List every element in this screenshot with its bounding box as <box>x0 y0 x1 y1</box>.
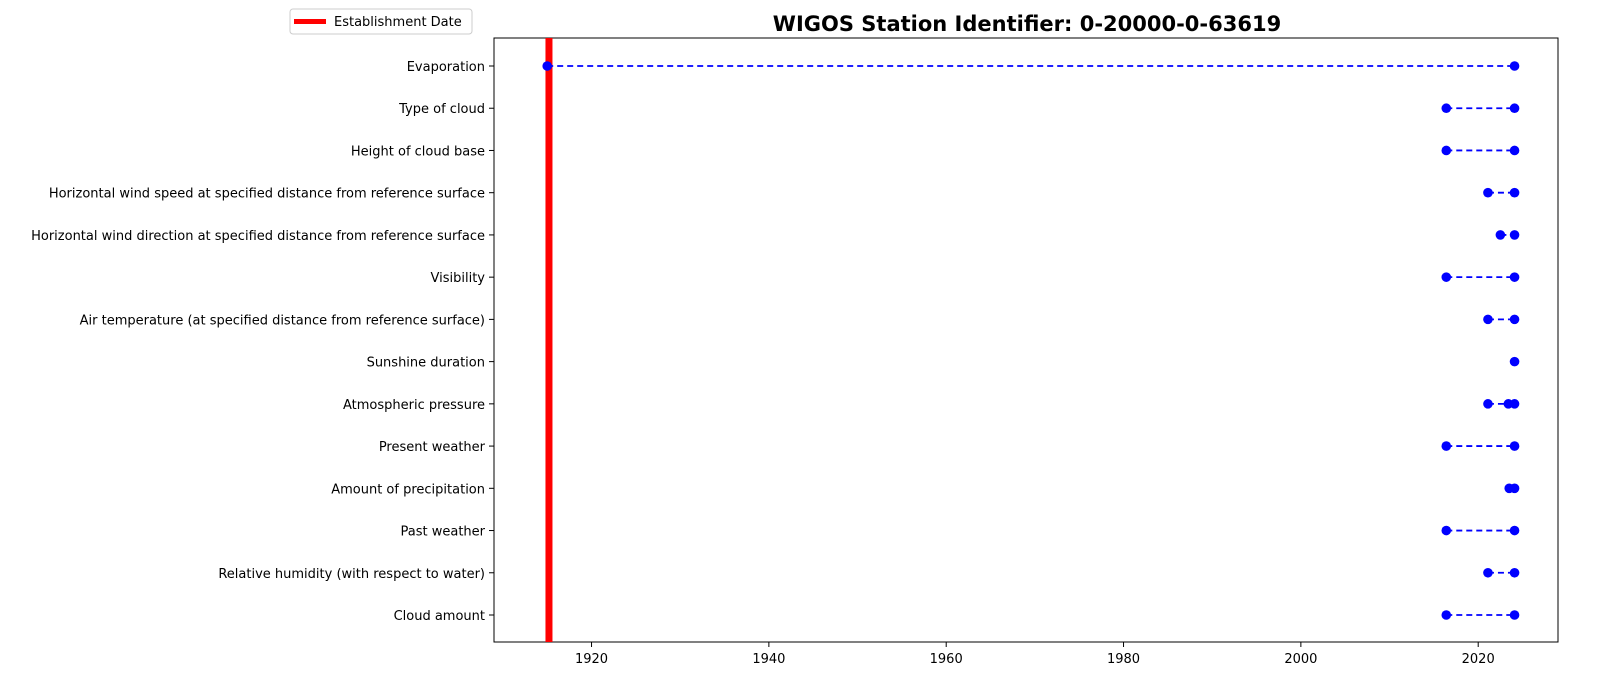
y-tick-label: Height of cloud base <box>351 144 485 159</box>
y-tick-label: Visibility <box>431 271 486 286</box>
legend-frame <box>289 8 473 35</box>
data-point <box>1441 103 1452 114</box>
y-tick-label: Present weather <box>379 440 486 455</box>
data-point <box>1509 272 1520 282</box>
chart-title: WIGOS Station Identifier: 0-20000-0-6361… <box>773 12 1281 36</box>
data-point <box>542 61 552 71</box>
y-tick-label: Relative humidity (with respect to water… <box>218 567 485 582</box>
data-point <box>1509 356 1520 367</box>
data-point <box>1483 187 1493 198</box>
data-point <box>1483 399 1493 409</box>
data-point <box>1509 314 1520 325</box>
data-point <box>1483 567 1493 578</box>
data-point <box>1441 272 1452 282</box>
y-tick-label: Evaporation <box>407 60 485 75</box>
data-point <box>1441 610 1452 620</box>
y-tick-label: Amount of precipitation <box>331 482 485 497</box>
y-tick-label: Horizontal wind direction at specified d… <box>31 229 485 244</box>
data-point <box>1509 483 1520 494</box>
data-point <box>1441 441 1452 451</box>
y-tick-label: Atmospheric pressure <box>343 398 485 413</box>
x-tick-label: 1980 <box>1107 652 1140 667</box>
data-point <box>1483 314 1493 325</box>
data-point <box>1495 230 1506 240</box>
legend-label-establishment-date: Establishment Date <box>334 15 462 30</box>
plot-frame <box>493 37 1559 643</box>
data-point <box>1509 103 1520 114</box>
y-tick-label: Horizontal wind speed at specified dista… <box>49 187 485 202</box>
data-point <box>1509 187 1520 198</box>
data-point <box>1509 525 1520 536</box>
data-point <box>1509 61 1520 71</box>
y-tick-label: Air temperature (at specified distance f… <box>80 313 485 328</box>
plot-area: 1920 1940 1960 1980 2000 2020 Evaporation Type … <box>31 37 1559 667</box>
data-point <box>1509 610 1520 620</box>
data-point <box>1509 567 1520 578</box>
data-point <box>1441 145 1452 156</box>
legend: Establishment Date <box>289 8 473 35</box>
y-tick-label: Sunshine duration <box>367 356 485 371</box>
y-tick-label: Cloud amount <box>394 609 485 624</box>
data-point <box>1509 399 1520 409</box>
data-point <box>1509 145 1520 156</box>
x-tick-label: 1940 <box>752 652 785 667</box>
x-tick-label: 1920 <box>575 652 608 667</box>
data-point <box>1509 441 1520 451</box>
data-point <box>1509 230 1520 240</box>
x-tick-label: 2020 <box>1462 652 1495 667</box>
y-tick-label: Type of cloud <box>398 102 485 117</box>
y-tick-label: Past weather <box>401 525 486 540</box>
x-tick-label: 2000 <box>1284 652 1317 667</box>
x-tick-label: 1960 <box>930 652 963 667</box>
data-point <box>1441 525 1452 536</box>
